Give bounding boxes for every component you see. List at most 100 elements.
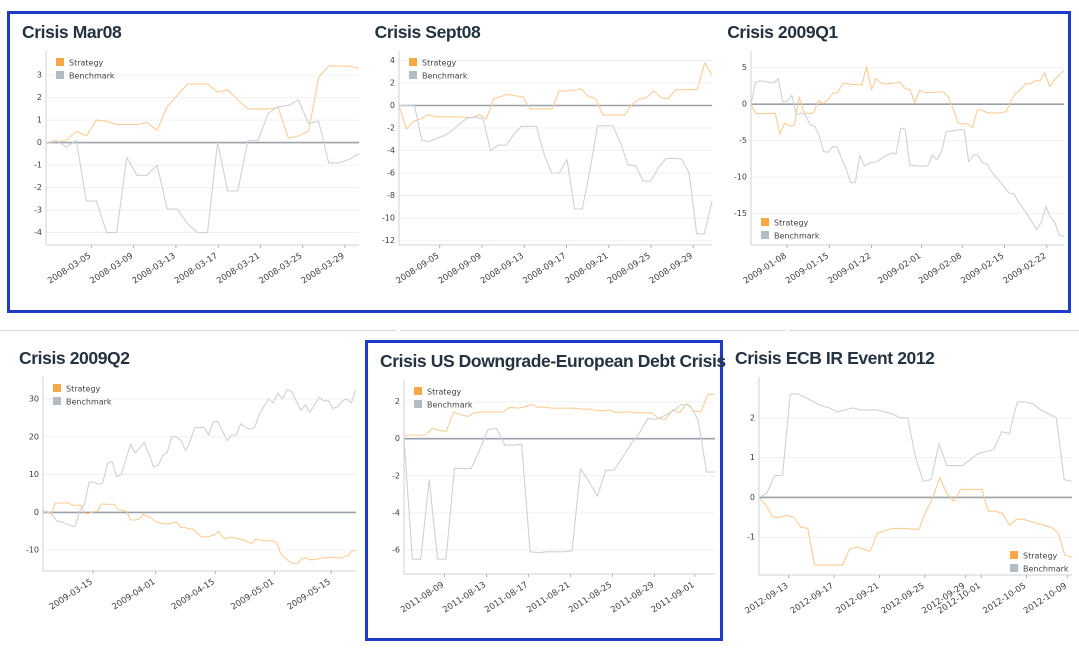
y-tick-label: -1 <box>747 533 755 542</box>
y-tick-label: -10 <box>382 214 395 223</box>
benchmark-line <box>398 104 713 235</box>
benchmark-line <box>750 78 1065 237</box>
line-chart-crisis-sept08: 420-2-4-6-8-10-122008-09-052008-09-09200… <box>382 51 713 286</box>
benchmark-line <box>42 389 357 527</box>
chart-title-crisis-us-downgrade: Crisis US Downgrade-European Debt Crisis <box>380 351 726 371</box>
chart-title-crisis-mar08: Crisis Mar08 <box>22 22 122 42</box>
x-tick-label: 2008-03-29 <box>300 251 347 286</box>
legend-swatch-benchmark <box>414 400 422 408</box>
divider-segment <box>0 330 396 331</box>
y-tick-label: 0 <box>750 493 755 502</box>
x-tick-label: 2009-05-01 <box>229 577 276 612</box>
y-tick-label: -4 <box>392 508 400 517</box>
x-tick-label: 2009-02-22 <box>1002 251 1049 286</box>
legend-swatch-strategy <box>408 58 417 66</box>
x-tick-label: 2008-09-21 <box>563 251 610 286</box>
legend-label-strategy: Strategy <box>1023 552 1058 561</box>
x-tick-label: 2009-04-15 <box>170 577 217 612</box>
legend-swatch-benchmark <box>53 397 61 405</box>
y-tick-label: 0 <box>390 101 395 110</box>
legend-label-strategy: Strategy <box>774 219 809 228</box>
y-tick-label: 30 <box>29 395 39 404</box>
strategy-line <box>758 476 1073 566</box>
legend-label-benchmark: Benchmark <box>422 72 468 81</box>
x-tick-label: 2012-10-05 <box>981 581 1028 616</box>
legend-swatch-strategy <box>761 218 770 226</box>
benchmark-line <box>403 403 715 560</box>
line-chart-crisis-2009q2: 30 20 10 0 -10 2009-03-15 2009-04-01 2009-04-15… <box>26 377 357 612</box>
x-tick-label: 2008-09-05 <box>394 251 441 286</box>
y-tick-label: 2 <box>395 397 400 406</box>
chart-title-crisis-sept08: Crisis Sept08 <box>374 22 481 42</box>
legend-label-strategy: Strategy <box>427 388 462 397</box>
line-chart-crisis-mar08: 3210-1-2-3-42008-03-052008-03-092008-03-… <box>34 51 360 286</box>
y-tick-label: -1 <box>34 161 42 170</box>
strategy-line <box>403 393 715 437</box>
strategy-line <box>42 502 357 564</box>
chart-title-crisis-ecb-ir-2012: Crisis ECB IR Event 2012 <box>735 348 935 368</box>
x-tick-label: 2008-09-09 <box>436 251 483 286</box>
y-tick-label: -2 <box>392 471 400 480</box>
x-tick-label: 2009-05-15 <box>286 577 333 612</box>
chart-cell-crisis-sept08: Crisis Sept08 4 2 0 -2 -4 -6 -8 -10 -12 2008-09-0… <box>363 14 716 310</box>
x-tick-label: 2008-09-13 <box>479 251 526 286</box>
x-tick-label: 2009-02-08 <box>917 251 964 286</box>
x-tick-label: 2012-10-09 <box>1022 581 1069 616</box>
y-tick-label: 20 <box>29 432 39 441</box>
x-tick-label: 2008-09-17 <box>521 251 568 286</box>
legend-label-benchmark: Benchmark <box>427 401 473 410</box>
legend-swatch-strategy <box>53 384 61 392</box>
legend-label-strategy: Strategy <box>69 59 104 68</box>
divider-segment <box>400 330 785 331</box>
y-tick-label: 0 <box>37 138 42 147</box>
x-tick-label: 2009-02-15 <box>959 251 1006 286</box>
x-tick-label: 2011-09-01 <box>650 580 697 615</box>
crisis-group-bottom: Crisis 2009Q2 30 20 10 0 -10 2009-03-15 2009-0… <box>7 340 1079 650</box>
y-tick-label: -5 <box>739 136 747 145</box>
y-tick-label: -10 <box>734 173 747 182</box>
y-tick-label: -15 <box>734 209 747 218</box>
chart-cell-crisis-2009q1: Crisis 2009Q1 5 0 -5 -10 -15 2009-01-08 2009-0… <box>715 14 1068 310</box>
y-tick-label: 4 <box>390 56 395 65</box>
legend-swatch-benchmark <box>56 71 64 79</box>
chart-title-crisis-2009q1: Crisis 2009Q1 <box>727 22 838 42</box>
y-tick-label: 10 <box>29 470 39 479</box>
x-tick-label: 2011-08-17 <box>483 580 530 615</box>
y-tick-label: -2 <box>387 124 395 133</box>
x-tick-label: 2011-08-25 <box>567 580 614 615</box>
benchmark-line <box>45 99 360 234</box>
crisis-group-top-highlighted: Crisis Mar08 3 2 1 0 -1 -2 -3 -4 2008-03-05 2008-… <box>7 11 1071 313</box>
benchmark-line <box>758 393 1073 498</box>
y-tick-label: -4 <box>387 146 395 155</box>
y-tick-label: 2 <box>750 413 755 422</box>
chart-cell-crisis-us-downgrade-highlighted: Crisis US Downgrade-European Debt Crisis… <box>365 340 726 641</box>
x-tick-label: 2012-09-17 <box>789 581 836 616</box>
y-tick-label: -6 <box>392 545 400 554</box>
x-tick-label: 2008-03-25 <box>257 251 304 286</box>
strategy-line <box>45 65 360 144</box>
x-tick-label: 2009-03-15 <box>48 577 95 612</box>
x-tick-label: 2012-09-13 <box>743 581 790 616</box>
legend-label-benchmark: Benchmark <box>774 232 820 241</box>
y-tick-label: -2 <box>34 183 42 192</box>
x-tick-label: 2008-03-05 <box>46 251 93 286</box>
x-tick-label: 2008-09-29 <box>648 251 695 286</box>
y-tick-label: -4 <box>34 228 42 237</box>
y-tick-label: 0 <box>395 434 400 443</box>
legend-swatch-strategy <box>414 387 422 395</box>
x-tick-label: 2008-03-13 <box>131 251 178 286</box>
legend-swatch-strategy <box>1010 551 1018 559</box>
y-tick-label: 1 <box>37 116 42 125</box>
x-tick-label: 2011-08-09 <box>399 580 446 615</box>
x-tick-label: 2008-03-09 <box>88 251 135 286</box>
x-tick-label: 2009-04-01 <box>110 577 157 612</box>
y-tick-label: -6 <box>387 169 395 178</box>
x-tick-label: 2009-02-01 <box>877 251 924 286</box>
y-tick-label: 0 <box>34 508 39 517</box>
legend-label-benchmark: Benchmark <box>1023 565 1069 574</box>
legend-swatch-benchmark <box>1010 564 1018 572</box>
y-tick-label: -8 <box>387 191 395 200</box>
y-tick-label: -12 <box>382 236 395 245</box>
line-chart-crisis-us-downgrade: 20-2-4-62011-08-092011-08-132011-08-1720… <box>392 380 715 615</box>
